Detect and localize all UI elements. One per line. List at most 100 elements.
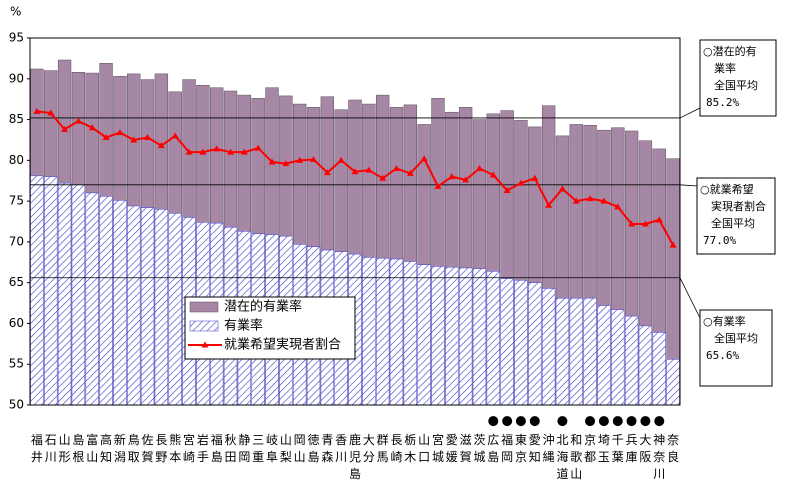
line-marker: [240, 148, 248, 155]
hatched-bar: [362, 257, 376, 406]
hatched-bar: [44, 176, 58, 406]
hatched-bar: [140, 207, 155, 406]
legend-swatch: [189, 320, 219, 332]
line-marker: [323, 169, 331, 176]
x-tick-label: 滋賀: [460, 433, 472, 464]
plot-frame: [29, 37, 681, 406]
category-mark: ●: [557, 414, 568, 429]
line-marker: [406, 169, 414, 176]
x-tick-label: 大阪: [639, 433, 651, 464]
legend-label: 潜在的有業率: [224, 299, 302, 315]
x-tick-label: 栃木: [404, 433, 416, 464]
y-tick-label: 70: [9, 234, 24, 248]
hatched-bar: [652, 332, 666, 406]
hatched-bar: [85, 192, 99, 406]
line-marker: [144, 133, 152, 140]
line-marker: [282, 160, 290, 167]
line-marker: [420, 155, 428, 162]
line-marker: [33, 107, 41, 114]
hatched-bar: [99, 195, 113, 406]
x-tick-label: 福岡: [501, 432, 513, 464]
category-mark: ●: [515, 414, 526, 429]
callout-connector: [679, 184, 698, 187]
line-marker: [74, 117, 82, 124]
callout-box: [699, 39, 777, 117]
x-tick-label: 山口: [418, 433, 430, 464]
hatched-bar: [445, 266, 459, 406]
line-marker: [88, 124, 96, 131]
y-tick-label: 65: [9, 275, 24, 289]
legend-swatch: [189, 301, 219, 313]
line-marker: [379, 174, 387, 181]
line-marker: [310, 156, 318, 163]
x-tick-label: 福井: [31, 432, 43, 464]
category-mark: ●: [488, 414, 499, 429]
y-tick-label: 60: [9, 316, 24, 330]
line-marker: [47, 109, 55, 116]
hatched-bar: [624, 315, 639, 406]
hatched-bar: [555, 297, 570, 406]
x-tick-label: 岡山: [294, 433, 306, 464]
x-tick-label: 青森: [321, 433, 333, 464]
line-marker: [227, 148, 235, 155]
x-tick-label: 和歌山: [570, 433, 582, 481]
hatched-bar: [30, 175, 44, 406]
hatched-bar: [71, 184, 86, 406]
line-marker: [213, 145, 221, 152]
callout-text: ○潜在的有: [703, 44, 757, 58]
x-tick-label: 奈良: [667, 433, 679, 464]
x-tick-label: 鹿児島: [349, 432, 361, 481]
line-marker: [171, 132, 179, 139]
hatched-bar: [472, 268, 487, 406]
hatched-bar: [569, 297, 583, 406]
hatched-bar: [541, 288, 556, 406]
callout-connector: [679, 277, 701, 319]
line-marker: [61, 125, 69, 132]
x-tick-label: 新潟: [114, 432, 126, 464]
hatched-bar: [417, 264, 431, 406]
hatched-bar: [528, 282, 542, 406]
x-tick-label: 愛媛: [446, 433, 458, 464]
x-tick-label: 徳島: [308, 432, 320, 464]
hatched-bar: [597, 305, 611, 406]
callout-text: 全国平均: [711, 216, 755, 230]
callout-text: 全国平均: [714, 331, 758, 345]
hatched-bar: [113, 200, 127, 406]
x-tick-label: 大分: [363, 433, 375, 464]
x-tick-label: 島根: [72, 432, 84, 464]
x-tick-label: 宮城: [432, 432, 444, 464]
line-marker: [102, 133, 110, 140]
x-tick-label: 宮崎: [183, 432, 195, 464]
callout-text: 85.2%: [706, 96, 739, 109]
x-tick-label: 富山: [86, 432, 98, 464]
line-marker: [669, 241, 677, 248]
callout-box: [699, 309, 773, 387]
hatched-bar: [583, 297, 597, 406]
hatched-bar: [500, 278, 514, 406]
x-tick-label: 東京: [515, 433, 527, 464]
y-tick-label: 75: [9, 194, 24, 208]
x-tick-label: 沖縄: [543, 433, 555, 464]
line-marker: [641, 220, 649, 227]
legend-label: 有業率: [224, 318, 263, 334]
x-tick-label: 茨城: [473, 433, 485, 464]
x-tick-label: 福島: [211, 432, 223, 464]
x-tick-label: 岩手: [197, 432, 209, 464]
line-marker: [268, 158, 276, 165]
y-tick-label: 80: [9, 153, 24, 167]
x-tick-label: 山形: [59, 433, 71, 464]
line-marker: [185, 148, 193, 155]
x-tick-label: 兵庫: [626, 433, 638, 464]
line-marker: [157, 142, 165, 149]
x-tick-label: 静岡: [238, 433, 250, 464]
line-marker: [254, 144, 262, 151]
x-tick-label: 北海道: [556, 433, 568, 481]
hatched-bar: [486, 270, 500, 406]
category-mark: ●: [501, 414, 512, 429]
x-tick-label: 神奈川: [653, 433, 665, 481]
hatched-bar: [638, 325, 653, 406]
category-mark: ●: [654, 414, 665, 429]
line-marker: [116, 129, 124, 136]
x-tick-label: 群馬: [377, 433, 389, 464]
